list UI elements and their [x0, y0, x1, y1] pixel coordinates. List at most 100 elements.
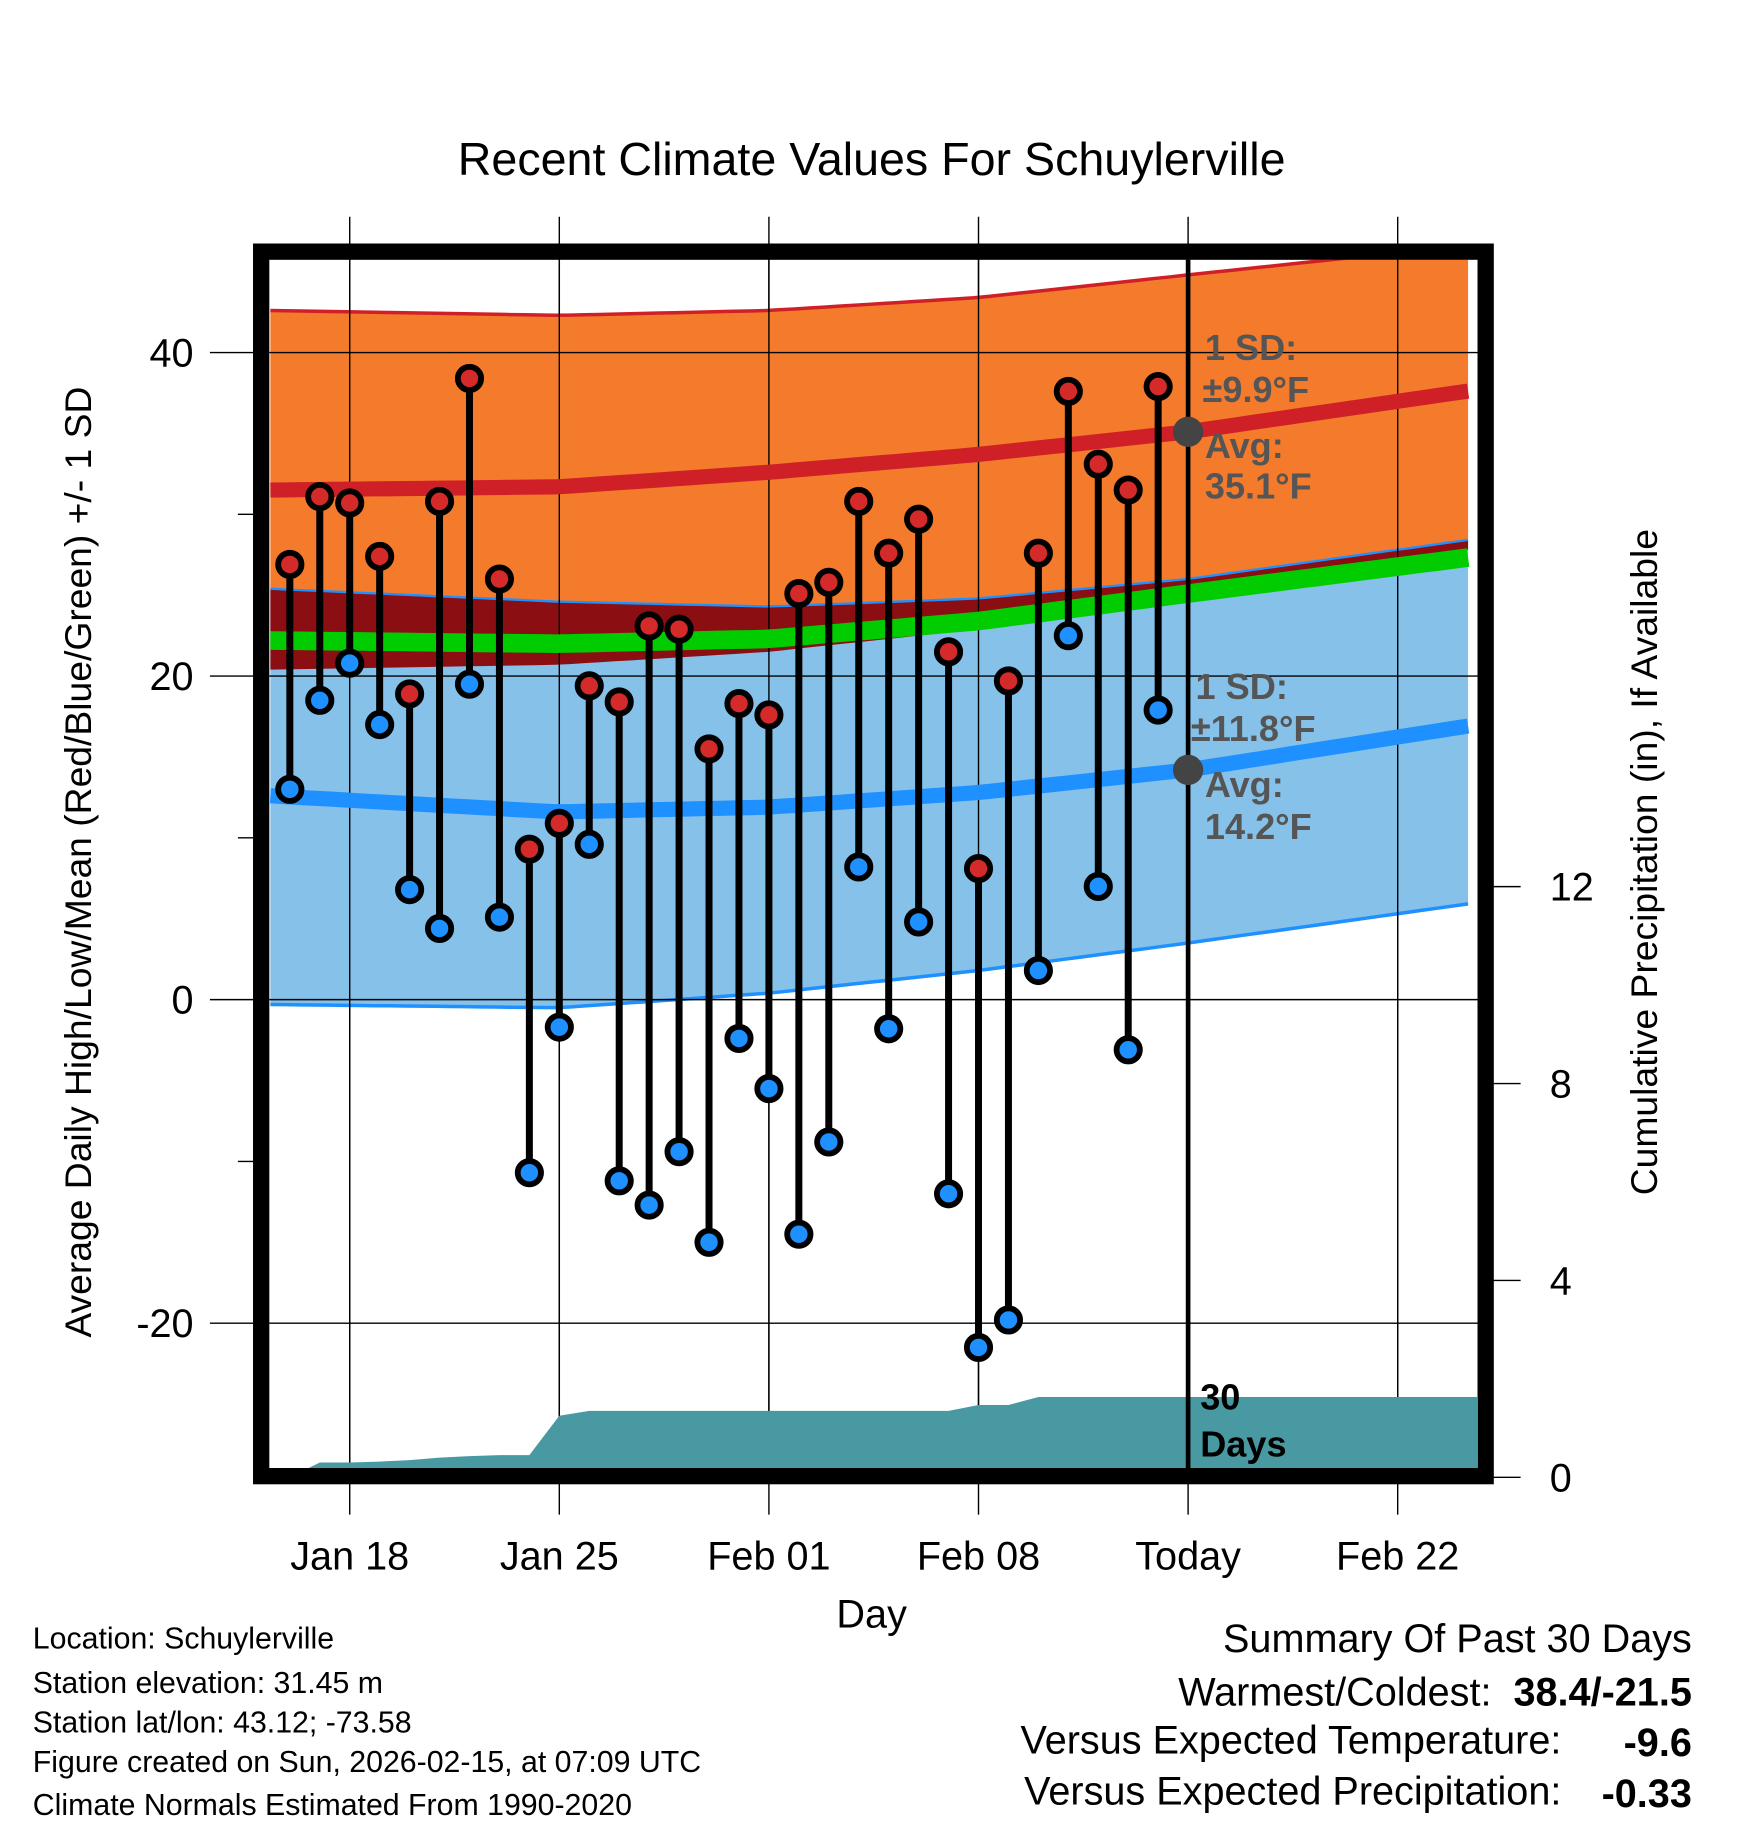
low-point — [664, 1137, 694, 1167]
info-latlon: Station lat/lon: 43.12; -73.58 — [33, 1706, 412, 1739]
low-point — [993, 1305, 1024, 1335]
y2-tick-label: 12 — [1550, 866, 1594, 910]
low-point — [814, 1127, 844, 1157]
low-point — [634, 1190, 664, 1220]
low-point — [335, 648, 365, 678]
summary-precip-value: -0.33 — [1602, 1772, 1692, 1816]
plot-frame — [253, 243, 1494, 1485]
high-point — [424, 486, 455, 516]
y2-tick-label: 0 — [1550, 1456, 1572, 1500]
low-point — [424, 913, 455, 944]
summary-temp-label: Versus Expected Temperature: — [1020, 1718, 1561, 1762]
low-point — [395, 875, 425, 905]
high-annotation: 1 SD: ±9.9°F Avg: 35.1°F 1 SD: ±11.8°F A… — [1191, 327, 1316, 1464]
high-point — [724, 689, 754, 719]
low-point — [1023, 955, 1053, 986]
summary: Summary Of Past 30 Days Warmest/Coldest:… — [1020, 1617, 1691, 1816]
low-avg-value: 14.2°F — [1205, 806, 1312, 847]
days-word: Days — [1200, 1423, 1286, 1464]
low-point — [874, 1014, 904, 1044]
y-tick-label: 40 — [150, 332, 194, 376]
low-point — [1083, 871, 1113, 901]
x-axis-label: Day — [836, 1593, 907, 1637]
low-sd-label: 1 SD: — [1196, 666, 1288, 707]
high-point — [574, 671, 604, 701]
low-point — [514, 1158, 544, 1188]
today-high-avg-marker — [1172, 416, 1204, 447]
observations — [275, 259, 1204, 1468]
x-tick-label: Feb 22 — [1336, 1534, 1459, 1578]
today-low-avg-marker — [1172, 754, 1204, 786]
high-point — [604, 687, 634, 717]
high-point — [934, 637, 964, 667]
high-sd-value: ±9.9°F — [1203, 369, 1310, 410]
low-point — [275, 774, 305, 804]
days-count: 30 — [1200, 1377, 1240, 1418]
info-location: Location: Schuylerville — [33, 1623, 334, 1656]
high-point — [754, 700, 784, 730]
low-point — [305, 685, 335, 715]
low-point — [574, 829, 604, 859]
high-point — [365, 541, 395, 571]
high-point — [1143, 371, 1173, 402]
high-point — [904, 504, 934, 534]
high-point — [814, 567, 844, 597]
y2-tick-label: 4 — [1550, 1259, 1572, 1303]
high-point — [1023, 538, 1053, 568]
y2-tick-label: 8 — [1550, 1062, 1572, 1106]
low-sd-value: ±11.8°F — [1191, 708, 1316, 749]
high-point — [844, 486, 874, 516]
y2-axis-label: Cumulative Precipitation (in), If Availa… — [1623, 529, 1665, 1195]
low-point — [1113, 1035, 1143, 1065]
low-point — [934, 1179, 964, 1209]
cumulative-precip-area — [308, 1397, 1478, 1468]
low-point — [454, 669, 485, 699]
high-upper-line — [270, 259, 1347, 318]
x-tick-label: Today — [1135, 1534, 1241, 1578]
high-point — [395, 679, 425, 709]
low-point — [724, 1023, 754, 1054]
high-point — [335, 488, 365, 518]
high-point — [993, 666, 1024, 696]
summary-temp-value: -9.6 — [1624, 1721, 1692, 1765]
high-point — [1083, 449, 1113, 479]
high-point — [514, 834, 544, 864]
info-normals: Climate Normals Estimated From 1990-2020 — [33, 1789, 632, 1822]
high-point — [874, 538, 904, 568]
axis-ticks: Jan 18 Jan 25 Feb 01 Feb 08 Today Feb 2240200… — [136, 332, 1593, 1579]
high-point — [275, 549, 305, 580]
low-lower-line — [270, 902, 1469, 1010]
low-avg-label: Avg: — [1205, 764, 1284, 805]
high-point — [694, 734, 724, 764]
y-tick-label: 0 — [172, 979, 194, 1023]
chart-title: Recent Climate Values For Schuylerville — [458, 133, 1286, 185]
y-tick-label: -20 — [136, 1302, 193, 1346]
low-point — [484, 902, 514, 932]
high-point — [1053, 376, 1083, 406]
low-point — [754, 1074, 784, 1104]
low-point — [544, 1012, 574, 1042]
summary-title: Summary Of Past 30 Days — [1223, 1617, 1692, 1661]
low-point — [844, 852, 874, 882]
info-created: Figure created on Sun, 2026-02-15, at 07… — [33, 1746, 701, 1779]
high-point — [664, 614, 694, 644]
high-point — [963, 854, 994, 884]
high-avg-value: 35.1°F — [1205, 466, 1312, 507]
normal-bands — [269, 259, 1478, 1468]
low-normal-line — [269, 718, 1470, 820]
summary-warm-cold-label: Warmest/Coldest: — [1178, 1671, 1491, 1715]
high-point — [484, 564, 514, 594]
station-info: Location: Schuylerville Station elevatio… — [33, 1623, 701, 1823]
summary-warm-cold-value: 38.4/-21.5 — [1513, 1671, 1691, 1715]
low-point — [784, 1219, 814, 1249]
low-point — [904, 907, 934, 937]
y-axis-label: Average Daily High/Low/Mean (Red/Blue/Gr… — [57, 387, 99, 1338]
x-tick-label: Jan 25 — [500, 1534, 619, 1578]
high-avg-label: Avg: — [1205, 425, 1284, 466]
low-point — [963, 1332, 994, 1363]
summary-precip-label: Versus Expected Precipitation: — [1024, 1770, 1561, 1814]
high-point — [784, 579, 814, 609]
high-point — [305, 481, 335, 512]
low-point — [1143, 695, 1173, 725]
x-tick-label: Feb 01 — [707, 1534, 830, 1578]
